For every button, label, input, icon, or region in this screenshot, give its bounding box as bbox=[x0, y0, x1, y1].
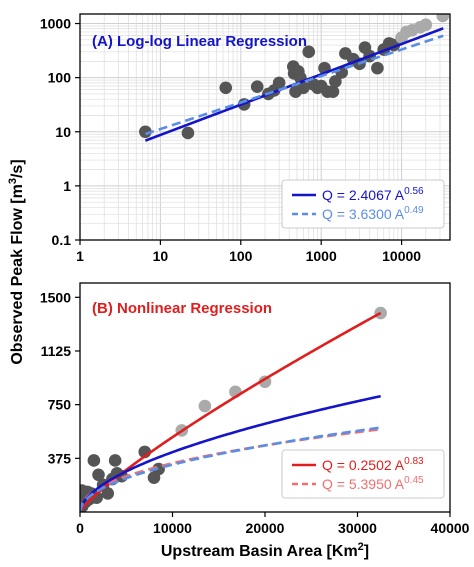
x-tick-label: 1 bbox=[76, 248, 84, 264]
data-point bbox=[198, 399, 212, 413]
data-point bbox=[419, 18, 433, 32]
x-axis: 0 10000 20000 30000 40000 bbox=[76, 512, 470, 536]
data-point bbox=[92, 468, 105, 482]
y-tick-label: 100 bbox=[48, 70, 72, 86]
fit-line bbox=[80, 426, 381, 512]
panel-title: (B) Nonlinear Regression bbox=[92, 300, 272, 317]
data-point bbox=[108, 454, 122, 467]
x-tick-label: 1000 bbox=[306, 248, 337, 264]
fit-line bbox=[80, 394, 381, 512]
legend-label: Q = 3.6300 A0.49 bbox=[322, 205, 424, 222]
data-point bbox=[250, 80, 264, 94]
legend: Q = 2.4067 A0.56 Q = 3.6300 A0.49 bbox=[281, 179, 445, 229]
data-point bbox=[139, 125, 152, 139]
y-tick-label: 1125 bbox=[41, 343, 72, 359]
legend-box bbox=[281, 179, 445, 229]
y-axis: 375 750 1125 1500 bbox=[40, 289, 80, 466]
legend-label: Q = 0.2502 A0.83 bbox=[322, 456, 424, 473]
legend-exponent: 0.56 bbox=[404, 186, 424, 197]
legend: Q = 0.2502 A0.83 Q = 5.3950 A0.45 bbox=[281, 449, 445, 499]
y-tick-label: 10 bbox=[55, 124, 71, 140]
y-tick-label: 1000 bbox=[40, 16, 71, 32]
y-tick-label: 0.1 bbox=[52, 232, 72, 248]
x-tick-label: 10000 bbox=[153, 520, 192, 536]
x-axis: 1 10 100 1000 10000 bbox=[76, 240, 421, 264]
data-point bbox=[297, 81, 310, 95]
legend-box bbox=[281, 449, 445, 499]
data-point bbox=[371, 61, 384, 75]
y-axis-label-superscript: 3 bbox=[7, 178, 19, 184]
data-point bbox=[436, 14, 450, 23]
y-axis-label: Observed Peak Flow [m3/s] bbox=[7, 159, 26, 364]
y-tick-label: 1 bbox=[63, 178, 71, 194]
data-point bbox=[326, 85, 340, 98]
fit-line bbox=[80, 311, 382, 512]
data-point bbox=[329, 75, 342, 88]
fit-line bbox=[144, 34, 444, 136]
x-axis-label-superscript: 2 bbox=[358, 541, 364, 553]
x-axis-label-tail: ] bbox=[364, 543, 369, 560]
legend-exponent: 0.83 bbox=[404, 456, 424, 467]
plot-area bbox=[80, 306, 387, 512]
x-tick-label: 40000 bbox=[431, 520, 470, 536]
plot-area bbox=[139, 14, 450, 142]
data-point bbox=[181, 126, 195, 140]
y-tick-label: 750 bbox=[48, 397, 72, 413]
legend-label: Q = 2.4067 A0.56 bbox=[322, 186, 424, 203]
x-tick-label: 0 bbox=[76, 520, 84, 536]
y-tick-label: 375 bbox=[48, 450, 72, 466]
legend-exponent: 0.45 bbox=[404, 475, 424, 486]
data-point bbox=[152, 462, 165, 476]
data-point bbox=[101, 487, 115, 500]
x-tick-label: 10000 bbox=[382, 248, 421, 264]
data-point bbox=[87, 454, 101, 467]
y-axis-label-tail: /s] bbox=[9, 159, 26, 178]
plot-frame bbox=[79, 13, 451, 241]
x-tick-label: 10 bbox=[153, 248, 169, 264]
panel-title: (A) Log-log Linear Regression bbox=[92, 33, 307, 50]
y-tick-label: 1500 bbox=[40, 289, 71, 305]
legend-label: Q = 5.3950 A0.45 bbox=[322, 475, 424, 492]
x-axis-label: Upstream Basin Area [Km2] bbox=[161, 541, 369, 560]
data-point bbox=[219, 81, 233, 95]
data-point bbox=[302, 45, 316, 59]
x-tick-label: 30000 bbox=[338, 520, 377, 536]
data-point bbox=[272, 76, 286, 90]
x-tick-label: 20000 bbox=[246, 520, 285, 536]
legend-exponent: 0.49 bbox=[404, 205, 424, 216]
y-axis: 0.1 1 10 100 1000 bbox=[40, 16, 80, 248]
x-tick-label: 100 bbox=[229, 248, 253, 264]
panel-b: 0 10000 20000 30000 40000 375 750 1125 1500 (B) N… bbox=[40, 282, 470, 536]
